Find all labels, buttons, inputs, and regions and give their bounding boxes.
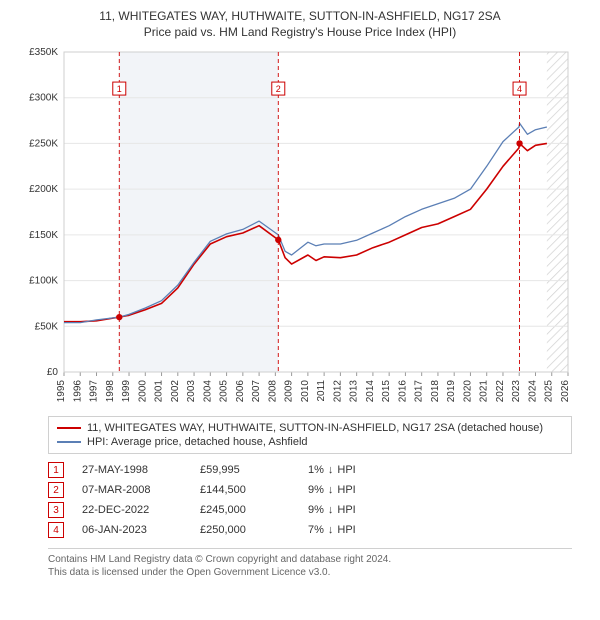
svg-text:2016: 2016 [397,380,408,403]
footer-line-1: Contains HM Land Registry data © Crown c… [48,553,572,566]
sale-delta-vs: HPI [337,484,355,496]
svg-text:2015: 2015 [381,380,392,403]
svg-text:£300K: £300K [29,93,58,104]
svg-text:2022: 2022 [495,380,506,403]
svg-text:2012: 2012 [332,380,343,403]
svg-text:1998: 1998 [105,380,116,403]
arrow-down-icon: ↓ [328,464,334,476]
svg-text:2023: 2023 [511,380,522,403]
svg-text:2004: 2004 [202,380,213,403]
sale-price: £245,000 [200,504,290,516]
svg-text:1997: 1997 [89,380,100,403]
svg-text:£200K: £200K [29,185,58,196]
svg-text:2010: 2010 [300,380,311,403]
chart-legend: 11, WHITEGATES WAY, HUTHWAITE, SUTTON-IN… [48,416,572,454]
sale-date: 22-DEC-2022 [82,504,182,516]
svg-text:1995: 1995 [56,380,67,403]
svg-text:2008: 2008 [267,380,278,403]
legend-label: 11, WHITEGATES WAY, HUTHWAITE, SUTTON-IN… [87,422,543,434]
sale-marker: 1 [48,462,64,478]
sale-date: 07-MAR-2008 [82,484,182,496]
title-line-2: Price paid vs. HM Land Registry's House … [8,24,592,40]
sale-delta-pct: 1% [308,464,324,476]
sales-table: 127-MAY-1998£59,9951%↓HPI207-MAR-2008£14… [48,460,572,540]
svg-text:£150K: £150K [29,230,58,241]
svg-text:2017: 2017 [414,380,425,403]
sale-row: 4 06-JAN-2023 £250,000 7% ↓HPI [48,520,572,540]
svg-text:2009: 2009 [284,380,295,403]
legend-item: 11, WHITEGATES WAY, HUTHWAITE, SUTTON-IN… [57,421,563,435]
svg-text:2005: 2005 [219,380,230,403]
svg-text:2021: 2021 [479,380,490,403]
svg-text:2000: 2000 [137,380,148,403]
sale-row: 2 07-MAR-2008 £144,500 9% ↓HPI [48,480,572,500]
sale-delta-pct: 7% [308,524,324,536]
sale-delta: 9% ↓HPI [308,504,428,516]
svg-text:2020: 2020 [462,380,473,403]
svg-text:£100K: £100K [29,276,58,287]
svg-text:2018: 2018 [430,380,441,403]
svg-text:2019: 2019 [446,380,457,403]
svg-text:£0: £0 [47,367,59,378]
sale-marker: 2 [48,482,64,498]
svg-text:1: 1 [117,84,122,94]
legend-swatch [57,441,81,443]
sale-marker: 4 [48,522,64,538]
sale-delta: 9% ↓HPI [308,484,428,496]
arrow-down-icon: ↓ [328,504,334,516]
sale-row: 1 27-MAY-1998 £59,995 1% ↓HPI [48,460,572,480]
sale-delta-vs: HPI [337,504,355,516]
svg-text:2006: 2006 [235,380,246,403]
arrow-down-icon: ↓ [328,524,334,536]
sale-price: £250,000 [200,524,290,536]
svg-text:1999: 1999 [121,380,132,403]
svg-text:1996: 1996 [72,380,83,403]
sale-price: £59,995 [200,464,290,476]
sale-delta-vs: HPI [337,524,355,536]
svg-text:2026: 2026 [560,380,571,403]
svg-text:2: 2 [276,84,281,94]
sale-date: 27-MAY-1998 [82,464,182,476]
price-chart: £0 £50K £100K £150K £200K £250K £300K £350K 1995… [20,46,580,406]
svg-text:£50K: £50K [35,322,59,333]
legend-swatch [57,427,81,429]
svg-text:2011: 2011 [316,380,327,402]
svg-text:2001: 2001 [154,380,165,403]
svg-text:4: 4 [517,84,522,94]
sale-delta-pct: 9% [308,504,324,516]
sale-delta: 1% ↓HPI [308,464,428,476]
attribution-footer: Contains HM Land Registry data © Crown c… [48,548,572,579]
sale-delta-vs: HPI [337,464,355,476]
svg-text:£250K: £250K [29,139,58,150]
chart-title-block: 11, WHITEGATES WAY, HUTHWAITE, SUTTON-IN… [8,8,592,40]
svg-text:2013: 2013 [349,380,360,403]
svg-text:2024: 2024 [527,380,538,403]
svg-text:2007: 2007 [251,380,262,403]
svg-text:2014: 2014 [365,380,376,403]
legend-item: HPI: Average price, detached house, Ashf… [57,435,563,449]
svg-text:2025: 2025 [544,380,555,403]
footer-line-2: This data is licensed under the Open Gov… [48,566,572,579]
svg-text:2002: 2002 [170,380,181,403]
sale-date: 06-JAN-2023 [82,524,182,536]
sale-marker: 3 [48,502,64,518]
sale-row: 3 22-DEC-2022 £245,000 9% ↓HPI [48,500,572,520]
sale-delta-pct: 9% [308,484,324,496]
legend-label: HPI: Average price, detached house, Ashf… [87,436,308,448]
arrow-down-icon: ↓ [328,484,334,496]
sale-delta: 7% ↓HPI [308,524,428,536]
title-line-1: 11, WHITEGATES WAY, HUTHWAITE, SUTTON-IN… [8,8,592,24]
svg-text:£350K: £350K [29,47,58,58]
svg-text:2003: 2003 [186,380,197,403]
sale-price: £144,500 [200,484,290,496]
